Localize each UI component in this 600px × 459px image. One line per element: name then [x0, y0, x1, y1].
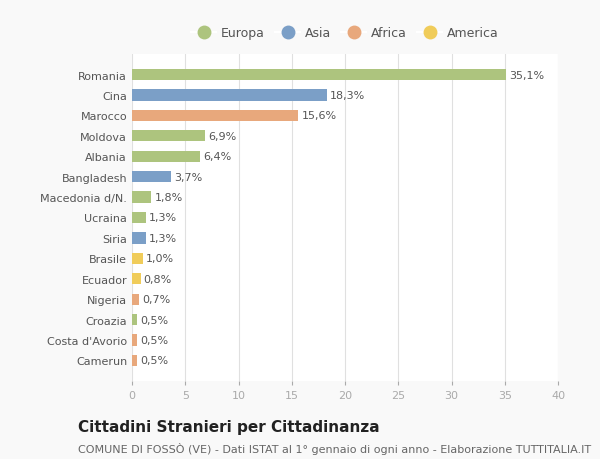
- Text: 0,5%: 0,5%: [140, 335, 169, 345]
- Bar: [132, 314, 137, 325]
- Bar: [132, 355, 137, 366]
- Text: 6,4%: 6,4%: [203, 152, 232, 162]
- Bar: [132, 335, 137, 346]
- Text: Cittadini Stranieri per Cittadinanza: Cittadini Stranieri per Cittadinanza: [78, 419, 380, 434]
- Text: 0,8%: 0,8%: [144, 274, 172, 284]
- Text: 15,6%: 15,6%: [301, 111, 337, 121]
- Bar: [132, 90, 327, 101]
- Text: 0,5%: 0,5%: [140, 356, 169, 365]
- Bar: [132, 70, 506, 81]
- Bar: [132, 294, 139, 305]
- Bar: [132, 151, 200, 162]
- Bar: [132, 111, 298, 122]
- Bar: [132, 274, 140, 285]
- Bar: [132, 213, 146, 224]
- Text: 18,3%: 18,3%: [330, 91, 365, 101]
- Text: 1,3%: 1,3%: [149, 233, 177, 243]
- Bar: [132, 131, 205, 142]
- Bar: [132, 233, 146, 244]
- Legend: Europa, Asia, Africa, America: Europa, Asia, Africa, America: [186, 22, 504, 45]
- Bar: [132, 192, 151, 203]
- Text: 0,5%: 0,5%: [140, 315, 169, 325]
- Bar: [132, 253, 143, 264]
- Text: 3,7%: 3,7%: [175, 172, 203, 182]
- Text: 35,1%: 35,1%: [509, 71, 544, 80]
- Text: 1,8%: 1,8%: [154, 193, 182, 203]
- Text: 0,7%: 0,7%: [143, 295, 171, 304]
- Text: COMUNE DI FOSSÒ (VE) - Dati ISTAT al 1° gennaio di ogni anno - Elaborazione TUTT: COMUNE DI FOSSÒ (VE) - Dati ISTAT al 1° …: [78, 442, 591, 454]
- Bar: [132, 172, 172, 183]
- Text: 6,9%: 6,9%: [209, 132, 237, 141]
- Text: 1,0%: 1,0%: [146, 254, 174, 264]
- Text: 1,3%: 1,3%: [149, 213, 177, 223]
